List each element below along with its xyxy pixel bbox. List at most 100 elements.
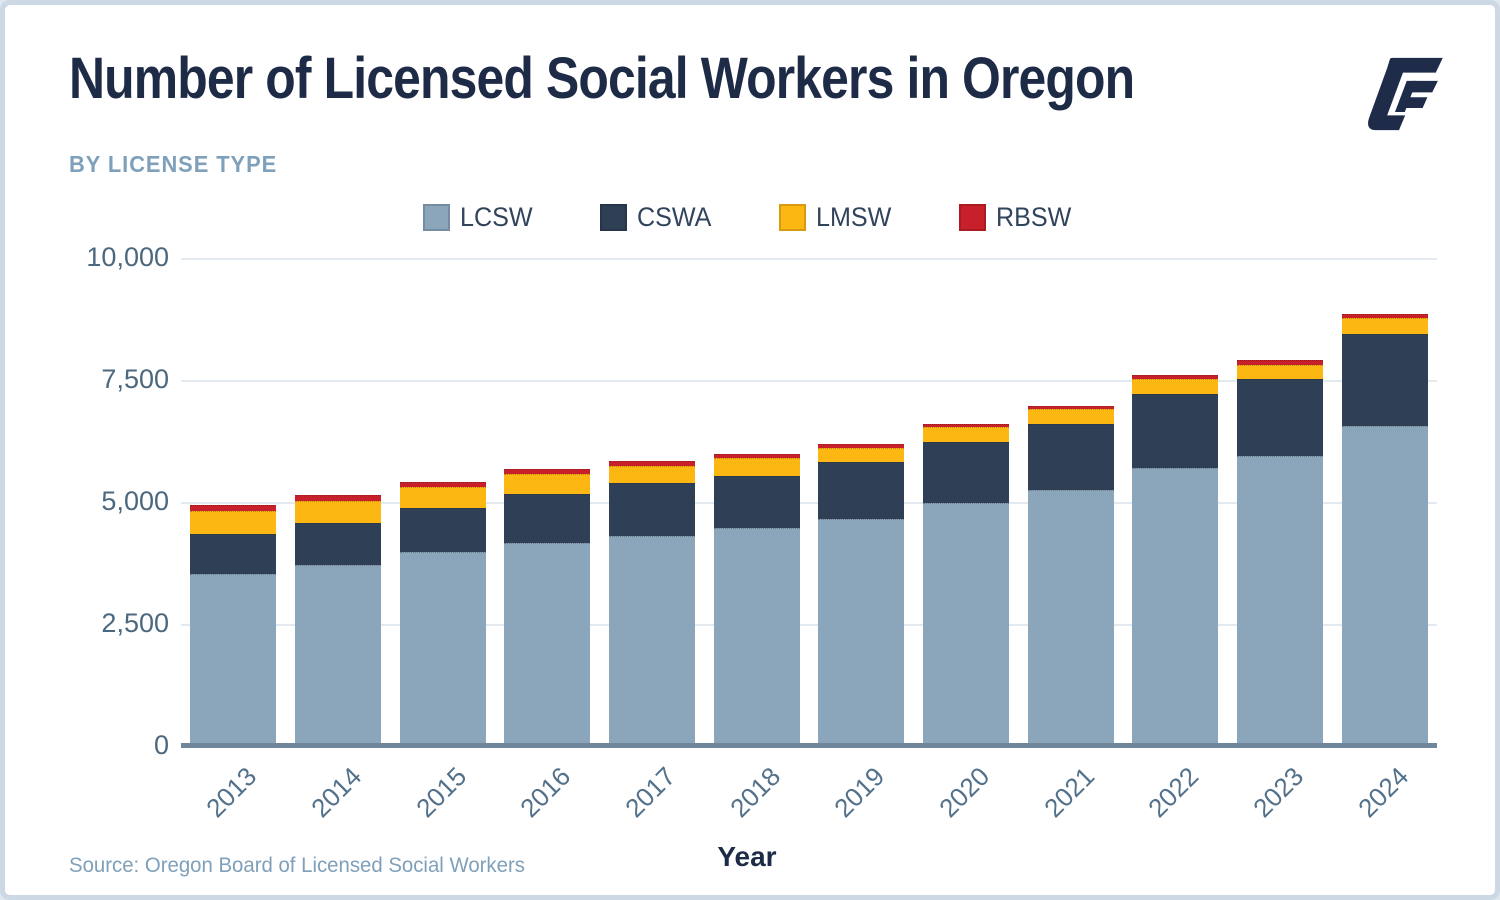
bar-2018 xyxy=(713,259,800,747)
legend-swatch-icon xyxy=(959,204,986,231)
bar-segment-lmsw xyxy=(713,457,800,476)
bar-segment-lcsw xyxy=(399,551,486,747)
bar-segment-lmsw xyxy=(295,501,381,524)
bar-segment-rbsw xyxy=(1341,314,1428,318)
legend-label: RBSW xyxy=(996,202,1072,232)
x-axis: 2013 2014 2015 2016 2017 2018 2019 2020 2021 2022… xyxy=(181,761,1437,831)
bar-segment-lcsw xyxy=(818,519,905,747)
bar-segment-lcsw xyxy=(295,564,381,747)
legend-swatch-icon xyxy=(422,204,450,231)
bar-segment-cswa xyxy=(818,462,905,520)
bar-segment-lmsw xyxy=(923,427,1009,442)
bar-2023 xyxy=(1237,259,1323,747)
gridline xyxy=(181,502,1437,504)
bar-segment-lcsw xyxy=(1341,425,1428,747)
bar-segment-rbsw xyxy=(190,504,277,511)
bar-segment-cswa xyxy=(713,475,800,528)
y-axis-label: 2,500 xyxy=(101,607,169,638)
x-axis-label: 2018 xyxy=(723,761,786,824)
bar-segment-lmsw xyxy=(504,474,591,495)
x-axis-label: 2015 xyxy=(409,761,472,824)
bar-2014 xyxy=(295,259,381,747)
bar-segment-cswa xyxy=(399,507,486,552)
source-note: Source: Oregon Board of Licensed Social … xyxy=(69,854,525,877)
gf-monogram-icon xyxy=(1368,57,1443,131)
bar-2024 xyxy=(1341,259,1428,747)
bar-2022 xyxy=(1132,259,1219,747)
page-title: Number of Licensed Social Workers in Ore… xyxy=(69,46,1135,111)
bar-segment-lcsw xyxy=(1237,456,1323,747)
bar-segment-lmsw xyxy=(609,465,695,483)
legend-item-lcsw: LCSW xyxy=(422,202,538,233)
bar-segment-lcsw xyxy=(1132,467,1219,747)
bar-segment-rbsw xyxy=(1132,375,1219,380)
x-axis-label: 2022 xyxy=(1142,761,1205,824)
x-axis-label: 2023 xyxy=(1247,761,1310,824)
plot-area xyxy=(181,258,1437,748)
y-axis-label: 0 xyxy=(153,729,169,760)
legend-swatch-icon xyxy=(600,204,627,231)
x-axis-label: 2019 xyxy=(828,761,891,824)
legend: LCSW CSWA LMSW RBSW xyxy=(5,202,1495,233)
legend-item-cswa: CSWA xyxy=(600,202,717,233)
gridline xyxy=(181,624,1437,626)
x-axis-label: 2016 xyxy=(514,761,577,824)
bar-segment-lmsw xyxy=(190,510,277,534)
bar-2015 xyxy=(399,259,486,747)
gridline xyxy=(181,258,1437,260)
y-axis-label: 10,000 xyxy=(86,241,169,272)
x-axis-label: 2014 xyxy=(305,761,368,824)
bar-segment-rbsw xyxy=(399,482,486,487)
legend-item-lmsw: LMSW xyxy=(779,202,897,233)
x-axis-label: 2021 xyxy=(1037,761,1100,824)
bar-segment-cswa xyxy=(1132,393,1219,468)
bar-segment-lmsw xyxy=(399,486,486,508)
bar-segment-rbsw xyxy=(504,469,591,475)
x-axis-baseline xyxy=(181,743,1437,748)
bar-segment-rbsw xyxy=(1237,360,1323,365)
bar-2020 xyxy=(923,259,1009,747)
x-axis-label: 2024 xyxy=(1351,761,1414,824)
x-axis-label: 2017 xyxy=(619,761,682,824)
bar-segment-rbsw xyxy=(713,453,800,458)
legend-item-rbsw: RBSW xyxy=(959,202,1077,233)
bar-segment-lmsw xyxy=(1027,408,1114,424)
bar-segment-rbsw xyxy=(818,443,905,448)
bar-segment-lcsw xyxy=(923,503,1009,747)
bar-2017 xyxy=(609,259,695,747)
bar-segment-cswa xyxy=(1027,423,1114,490)
bar-segment-lcsw xyxy=(190,573,277,747)
y-axis-label: 5,000 xyxy=(101,485,169,516)
legend-label: LMSW xyxy=(816,202,892,232)
bar-segment-lcsw xyxy=(1027,489,1114,747)
bar-2013 xyxy=(190,259,277,747)
x-axis-label: 2020 xyxy=(933,761,996,824)
bar-segment-lmsw xyxy=(1237,364,1323,380)
bar-segment-lcsw xyxy=(504,543,591,747)
y-axis: 0 2,500 5,000 7,500 10,000 xyxy=(45,242,169,760)
bar-segment-lcsw xyxy=(609,536,695,747)
bar-segment-cswa xyxy=(504,494,591,544)
legend-label: LCSW xyxy=(459,202,533,232)
bar-2021 xyxy=(1027,259,1114,747)
bar-segment-cswa xyxy=(609,483,695,537)
legend-swatch-icon xyxy=(779,204,806,231)
bar-segment-cswa xyxy=(190,533,277,574)
bar-segment-lcsw xyxy=(713,527,800,747)
bar-segment-rbsw xyxy=(1027,405,1114,409)
y-axis-label: 7,500 xyxy=(101,363,169,394)
x-axis-label: 2013 xyxy=(200,761,263,824)
bar-2019 xyxy=(818,259,905,747)
bar-segment-rbsw xyxy=(609,461,695,466)
bar-segment-lmsw xyxy=(818,447,905,463)
bar-segment-cswa xyxy=(1237,379,1323,457)
bar-segment-rbsw xyxy=(923,423,1009,428)
page-subtitle: BY LICENSE TYPE xyxy=(69,151,278,177)
x-axis-title: Year xyxy=(717,841,777,872)
bar-segment-cswa xyxy=(923,442,1009,503)
bar-segment-rbsw xyxy=(295,495,381,502)
bar-2016 xyxy=(504,259,591,747)
gridline xyxy=(181,380,1437,382)
bar-segment-lmsw xyxy=(1132,379,1219,394)
